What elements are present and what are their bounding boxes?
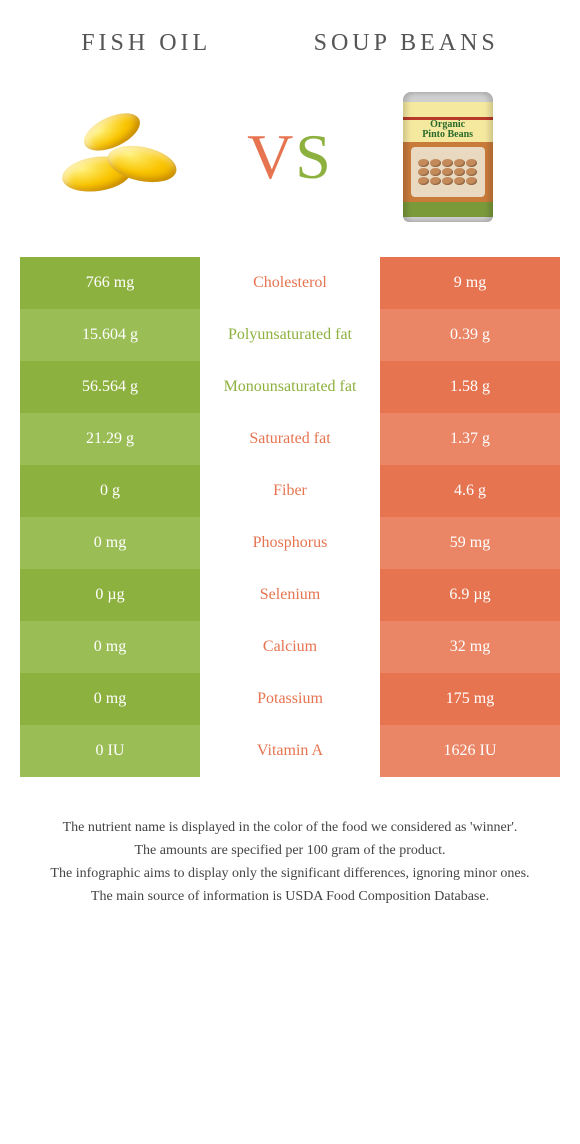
table-row: 0 IUVitamin A1626 IU [20,725,560,777]
value-right: 1.58 g [380,361,560,413]
table-row: 0 mgPotassium175 mg [20,673,560,725]
value-left: 56.564 g [20,361,200,413]
table-row: 0 gFiber4.6 g [20,465,560,517]
value-right: 175 mg [380,673,560,725]
vs-s: S [295,121,333,192]
can-label: OrganicPinto Beans [403,120,493,140]
footer-line-2: The amounts are specified per 100 gram o… [35,840,545,861]
value-left: 21.29 g [20,413,200,465]
value-right: 32 mg [380,621,560,673]
vs-label: VS [247,120,333,194]
table-row: 0 µgSelenium6.9 µg [20,569,560,621]
nutrient-label: Fiber [200,465,380,517]
value-left: 0 mg [20,621,200,673]
value-left: 0 mg [20,673,200,725]
nutrient-label: Selenium [200,569,380,621]
value-left: 15.604 g [20,309,200,361]
table-row: 0 mgCalcium32 mg [20,621,560,673]
value-right: 9 mg [380,257,560,309]
nutrient-label: Saturated fat [200,413,380,465]
value-right: 1.37 g [380,413,560,465]
value-left: 766 mg [20,257,200,309]
value-right: 1626 IU [380,725,560,777]
value-left: 0 IU [20,725,200,777]
value-right: 0.39 g [380,309,560,361]
title-right: Soup beans [314,30,499,57]
table-row: 15.604 gPolyunsaturated fat0.39 g [20,309,560,361]
vs-v: V [247,121,295,192]
table-row: 766 mgCholesterol9 mg [20,257,560,309]
nutrient-label: Phosphorus [200,517,380,569]
comparison-table: 766 mgCholesterol9 mg15.604 gPolyunsatur… [20,257,560,777]
nutrient-label: Potassium [200,673,380,725]
footer-line-3: The infographic aims to display only the… [35,863,545,884]
nutrient-label: Monounsaturated fat [200,361,380,413]
nutrient-label: Cholesterol [200,257,380,309]
fish-oil-image [42,87,222,227]
value-left: 0 g [20,465,200,517]
header: Fish oil Soup beans [0,20,580,77]
value-right: 6.9 µg [380,569,560,621]
footer-line-4: The main source of information is USDA F… [35,886,545,907]
nutrient-label: Vitamin A [200,725,380,777]
value-left: 0 µg [20,569,200,621]
value-left: 0 mg [20,517,200,569]
table-row: 56.564 gMonounsaturated fat1.58 g [20,361,560,413]
footer-line-1: The nutrient name is displayed in the co… [35,817,545,838]
images-row: VS OrganicPinto Beans [0,77,580,257]
soup-beans-image: OrganicPinto Beans [358,87,538,227]
nutrient-label: Calcium [200,621,380,673]
value-right: 4.6 g [380,465,560,517]
value-right: 59 mg [380,517,560,569]
table-row: 0 mgPhosphorus59 mg [20,517,560,569]
footer-notes: The nutrient name is displayed in the co… [0,777,580,929]
nutrient-label: Polyunsaturated fat [200,309,380,361]
title-left: Fish oil [81,30,211,57]
table-row: 21.29 gSaturated fat1.37 g [20,413,560,465]
